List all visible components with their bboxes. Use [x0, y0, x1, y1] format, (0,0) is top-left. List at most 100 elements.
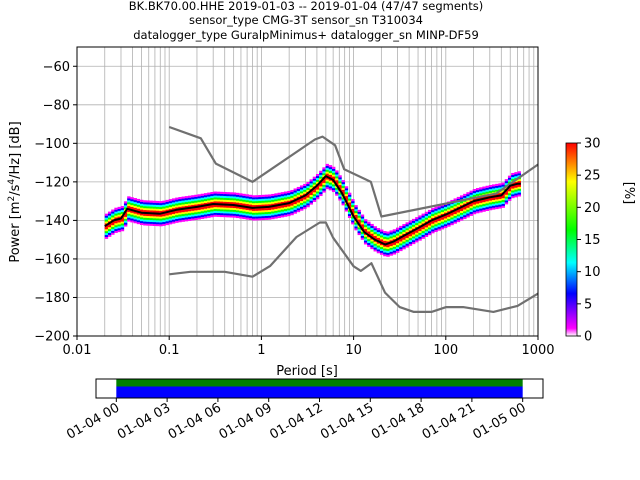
histogram-cell [127, 211, 131, 214]
histogram-cell [360, 220, 365, 223]
histogram-cell [114, 215, 118, 218]
histogram-cell [175, 203, 179, 206]
histogram-cell [120, 207, 125, 211]
histogram-cell [184, 209, 189, 212]
histogram-cell [181, 196, 185, 199]
histogram-cell [440, 209, 445, 213]
histogram-cell [309, 200, 313, 203]
histogram-cell [203, 216, 208, 219]
histogram-cell [315, 175, 320, 179]
histogram-cell [495, 185, 499, 188]
histogram-cell [331, 189, 336, 193]
histogram-cell [498, 204, 502, 207]
histogram-cell [475, 193, 480, 196]
histogram-cell [338, 179, 342, 182]
histogram-cell [293, 196, 297, 199]
histogram-cell [322, 186, 326, 189]
histogram-cell [223, 213, 227, 216]
histogram-cell [239, 208, 243, 211]
histogram-cell [242, 195, 246, 198]
histogram-cell [312, 188, 317, 191]
histogram-cell [392, 233, 397, 236]
histogram-cell [127, 198, 131, 201]
histogram-cell [248, 210, 253, 213]
histogram-cell [309, 198, 313, 201]
histogram-cell [418, 223, 422, 226]
histogram-cell [181, 211, 185, 215]
histogram-cell [456, 214, 461, 217]
histogram-cell [315, 195, 320, 198]
histogram-cell [293, 203, 297, 206]
histogram-cell [498, 196, 502, 199]
histogram-cell [267, 194, 272, 197]
histogram-cell [440, 217, 445, 220]
histogram-cell [123, 201, 128, 204]
histogram-cell [411, 226, 416, 229]
histogram-cell [344, 203, 349, 206]
histogram-cell [287, 200, 291, 203]
histogram-cell [405, 222, 409, 225]
y-tick-label: −140 [34, 214, 70, 229]
histogram-cell [469, 209, 473, 213]
histogram-cell [296, 186, 301, 190]
histogram-cell [383, 240, 387, 243]
histogram-cell [120, 223, 125, 226]
histogram-cell [363, 224, 368, 228]
histogram-cell [514, 191, 518, 194]
histogram-cell [287, 194, 291, 197]
histogram-cell [479, 191, 483, 194]
histogram-cell [104, 217, 109, 220]
histogram-cell [479, 208, 483, 211]
histogram-cell [408, 234, 413, 237]
histogram-cell [408, 236, 413, 239]
histogram-cell [251, 202, 256, 206]
histogram-cell [453, 219, 457, 222]
histogram-cell [255, 195, 259, 198]
histogram-cell [360, 224, 365, 227]
histogram-cell [168, 218, 173, 221]
histogram-cell [395, 250, 400, 253]
histogram-cell [280, 205, 285, 208]
histogram-cell [370, 229, 374, 232]
histogram-cell [424, 211, 429, 214]
histogram-cell [139, 222, 144, 226]
histogram-cell [331, 184, 336, 187]
histogram-cell [255, 197, 259, 200]
histogram-cell [299, 202, 304, 205]
histogram-cell [303, 205, 307, 208]
histogram-cell [168, 208, 173, 211]
histogram-cell [197, 198, 201, 201]
histogram-cell [389, 247, 393, 250]
histogram-cell [197, 196, 201, 199]
histogram-cell [187, 209, 192, 212]
histogram-cell [235, 196, 240, 199]
histogram-cell [296, 208, 301, 211]
histogram-cell [216, 195, 221, 198]
histogram-cell [197, 211, 201, 214]
histogram-cell [293, 205, 297, 208]
histogram-cell [168, 206, 173, 209]
histogram-cell [255, 214, 259, 217]
histogram-cell [411, 224, 416, 227]
histogram-cell [139, 213, 144, 216]
histogram-cell [360, 231, 365, 234]
histogram-cell [341, 185, 345, 189]
histogram-cell [235, 214, 240, 217]
histogram-cell [379, 229, 384, 232]
histogram-cell [162, 208, 166, 211]
histogram-cell [424, 213, 429, 216]
histogram-cell [341, 182, 345, 185]
coverage-bar-top [116, 379, 523, 387]
histogram-cell [258, 198, 262, 201]
histogram-cell [165, 222, 169, 226]
histogram-cell [437, 224, 441, 227]
histogram-cell [171, 211, 176, 214]
histogram-cell [389, 240, 393, 243]
histogram-cell [245, 215, 249, 218]
histogram-cell [443, 224, 448, 227]
histogram-cell [443, 222, 448, 225]
histogram-cell [517, 180, 521, 184]
histogram-cell [495, 203, 499, 206]
histogram-cell [498, 198, 502, 201]
histogram-cell [149, 221, 153, 224]
